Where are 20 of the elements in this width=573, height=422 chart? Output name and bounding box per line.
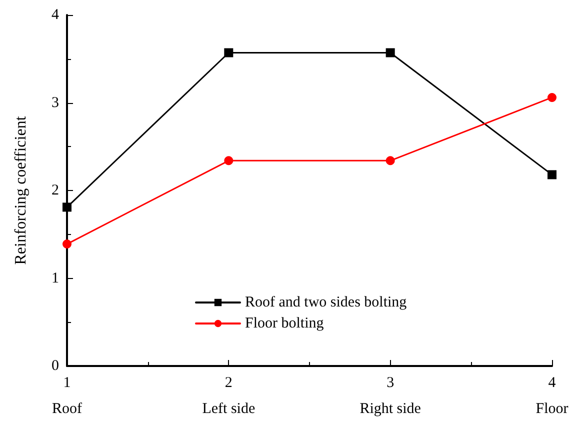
legend-label: Floor bolting	[245, 316, 324, 332]
point	[548, 92, 556, 102]
point	[224, 48, 234, 58]
point	[386, 156, 395, 166]
x-tick-label: 2 Left side	[202, 375, 256, 417]
point	[386, 48, 395, 58]
y-tick-label: 0	[52, 358, 59, 374]
y-tick-label: 4	[52, 7, 60, 23]
legend-label: Roof and two sides bolting	[245, 294, 408, 310]
y-tick-label: 2	[52, 182, 59, 198]
x-tick-label: 4 Floor	[536, 375, 568, 417]
point	[548, 170, 556, 180]
x-tick-label: 3 Right side	[360, 375, 422, 417]
point	[224, 156, 234, 166]
y-tick-label: 1	[52, 270, 59, 286]
point	[62, 202, 72, 212]
y-tick-label: 3	[52, 94, 59, 111]
y-axis-title: Reinforcing coefficient	[12, 116, 30, 265]
point	[62, 240, 72, 249]
x-tick-label: 1 Roof	[52, 375, 82, 417]
